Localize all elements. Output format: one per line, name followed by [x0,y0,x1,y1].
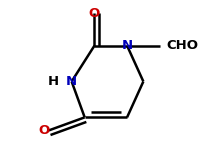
Text: N: N [66,75,77,88]
Text: O: O [38,124,49,137]
Text: H: H [48,75,59,88]
Text: O: O [89,7,100,20]
Text: CHO: CHO [166,39,198,52]
Text: N: N [121,39,133,52]
